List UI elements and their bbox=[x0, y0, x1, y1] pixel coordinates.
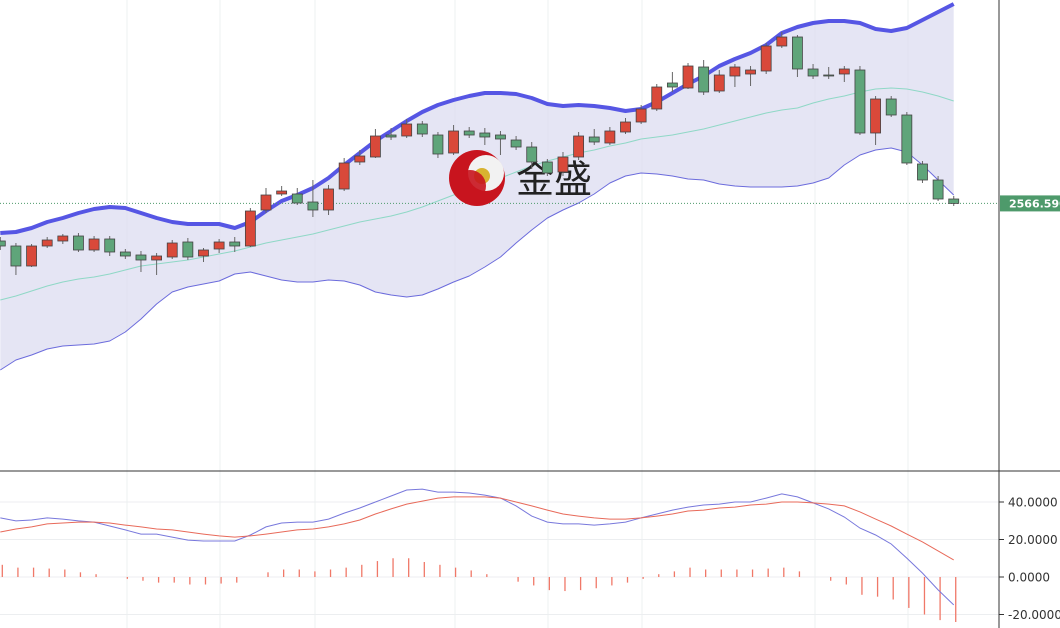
candle-body bbox=[307, 201, 319, 211]
dea-line bbox=[0, 496, 954, 561]
candle-body bbox=[917, 163, 928, 181]
candle-body bbox=[354, 155, 366, 163]
candle-body bbox=[651, 86, 663, 110]
candle-body bbox=[682, 65, 694, 89]
candle-body bbox=[370, 135, 381, 158]
candle-body bbox=[729, 66, 741, 77]
candle-body bbox=[776, 36, 788, 47]
candle-body bbox=[104, 238, 116, 253]
candle-body bbox=[26, 245, 37, 267]
candle-body bbox=[10, 245, 22, 267]
candle-body bbox=[338, 162, 350, 190]
candle-body bbox=[823, 74, 835, 77]
candle-body bbox=[198, 249, 209, 257]
candle-body bbox=[932, 179, 944, 200]
candle-body bbox=[213, 241, 225, 250]
candle-body bbox=[870, 98, 881, 134]
candle-body bbox=[41, 239, 53, 247]
y-tick-label: 0.0000 bbox=[1008, 571, 1050, 585]
lower-band bbox=[0, 147, 955, 371]
candle-body bbox=[948, 198, 960, 204]
candle-body bbox=[73, 235, 84, 251]
candle-body bbox=[135, 254, 147, 261]
candle-body bbox=[416, 123, 428, 135]
candle-body bbox=[166, 242, 178, 258]
candle-body bbox=[901, 114, 913, 164]
candle-body bbox=[291, 193, 303, 204]
candle-body bbox=[604, 130, 616, 144]
candle-body bbox=[666, 82, 678, 88]
candle-body bbox=[792, 36, 803, 70]
candle-body bbox=[0, 240, 6, 247]
candle-body bbox=[573, 135, 585, 158]
y-tick-label: 40.0000 bbox=[1008, 496, 1058, 510]
logo-arc bbox=[454, 170, 486, 202]
candle-body bbox=[88, 238, 100, 251]
candle-body bbox=[244, 210, 256, 247]
front-layer: 2566.590 40.0000 20.0000 0.0000 -20.0000 bbox=[0, 32, 1060, 622]
candle-body bbox=[838, 68, 850, 75]
candle-body bbox=[557, 156, 569, 173]
candle-body bbox=[448, 130, 459, 154]
candle-body bbox=[807, 68, 819, 77]
candle-body bbox=[229, 241, 241, 247]
candle-body bbox=[526, 146, 538, 163]
candle-body bbox=[385, 134, 397, 138]
watermark-text: 金盛 bbox=[516, 158, 592, 202]
back-layer bbox=[0, 2, 999, 622]
candle-body bbox=[760, 45, 772, 72]
candle-body bbox=[495, 134, 506, 140]
candle-body bbox=[510, 139, 522, 148]
candle-body bbox=[713, 74, 725, 92]
candle-body bbox=[854, 69, 866, 134]
candle-body bbox=[151, 255, 163, 261]
candle-body bbox=[698, 66, 710, 93]
candle-body bbox=[588, 136, 600, 143]
candle-body bbox=[463, 130, 475, 136]
candle-body bbox=[620, 121, 631, 133]
watermark-logo: 金盛 bbox=[449, 150, 592, 206]
candle-body bbox=[401, 123, 413, 137]
dif-line bbox=[0, 488, 955, 606]
candle-body bbox=[745, 69, 756, 75]
candle-body bbox=[276, 190, 288, 195]
candle-body bbox=[182, 241, 194, 258]
candle-body bbox=[323, 188, 334, 211]
candle-body bbox=[541, 161, 553, 174]
candle-body bbox=[260, 194, 272, 211]
candle-body bbox=[479, 132, 491, 138]
candle-body bbox=[635, 108, 647, 123]
candle-body bbox=[57, 235, 69, 242]
price-label-box bbox=[1000, 195, 1060, 212]
candle-body bbox=[432, 134, 444, 155]
candle-body bbox=[119, 251, 131, 257]
y-tick-label: -20.0000 bbox=[1008, 608, 1060, 622]
upper-band bbox=[0, 2, 955, 235]
candle-body bbox=[885, 98, 897, 116]
y-tick-label: 20.0000 bbox=[1008, 533, 1058, 547]
price-label: 2566.590 bbox=[1009, 197, 1060, 210]
